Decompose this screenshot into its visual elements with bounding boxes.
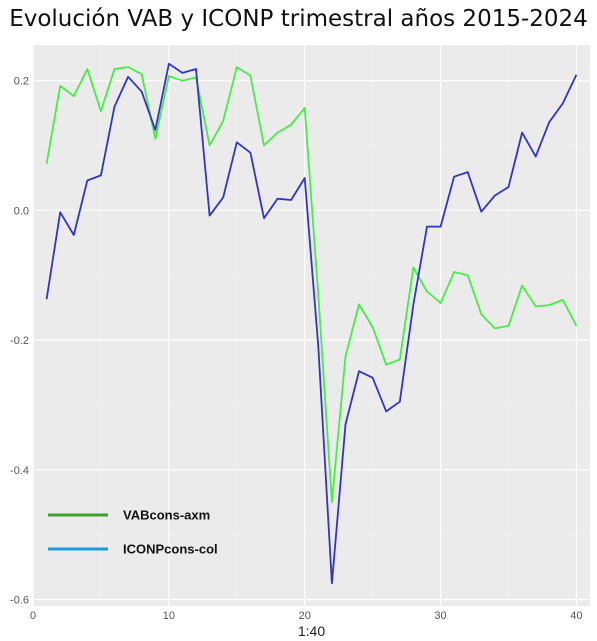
x-tick-label: 20 [299, 610, 311, 622]
x-axis-label: 1:40 [298, 623, 325, 639]
y-tick-label: -0.4 [10, 465, 29, 477]
chart-title: Evolución VAB y ICONP trimestral años 20… [9, 6, 588, 32]
y-tick-label: 0.0 [14, 205, 29, 217]
x-tick-label: 40 [570, 610, 582, 622]
y-axis-ticks: 0.2 0.0 -0.2 -0.4 -0.6 [10, 76, 29, 607]
x-tick-label: 0 [30, 610, 36, 622]
series-lines [45, 62, 578, 585]
legend: VABcons-axm ICONPcons-col [48, 508, 218, 557]
x-tick-label: 30 [434, 610, 446, 622]
x-tick-label: 10 [163, 610, 175, 622]
series-line-vabcons-axm [45, 66, 578, 504]
plot-panel [33, 45, 590, 606]
x-axis-ticks: 0 10 20 30 40 [30, 610, 583, 622]
legend-label: VABcons-axm [123, 508, 210, 523]
series-line-iconpcons-col [45, 62, 578, 585]
y-tick-label: 0.2 [14, 76, 29, 88]
y-tick-label: -0.6 [10, 595, 29, 607]
legend-label: ICONPcons-col [123, 542, 218, 557]
y-tick-label: -0.2 [10, 335, 29, 347]
grid-lines [32, 45, 590, 606]
